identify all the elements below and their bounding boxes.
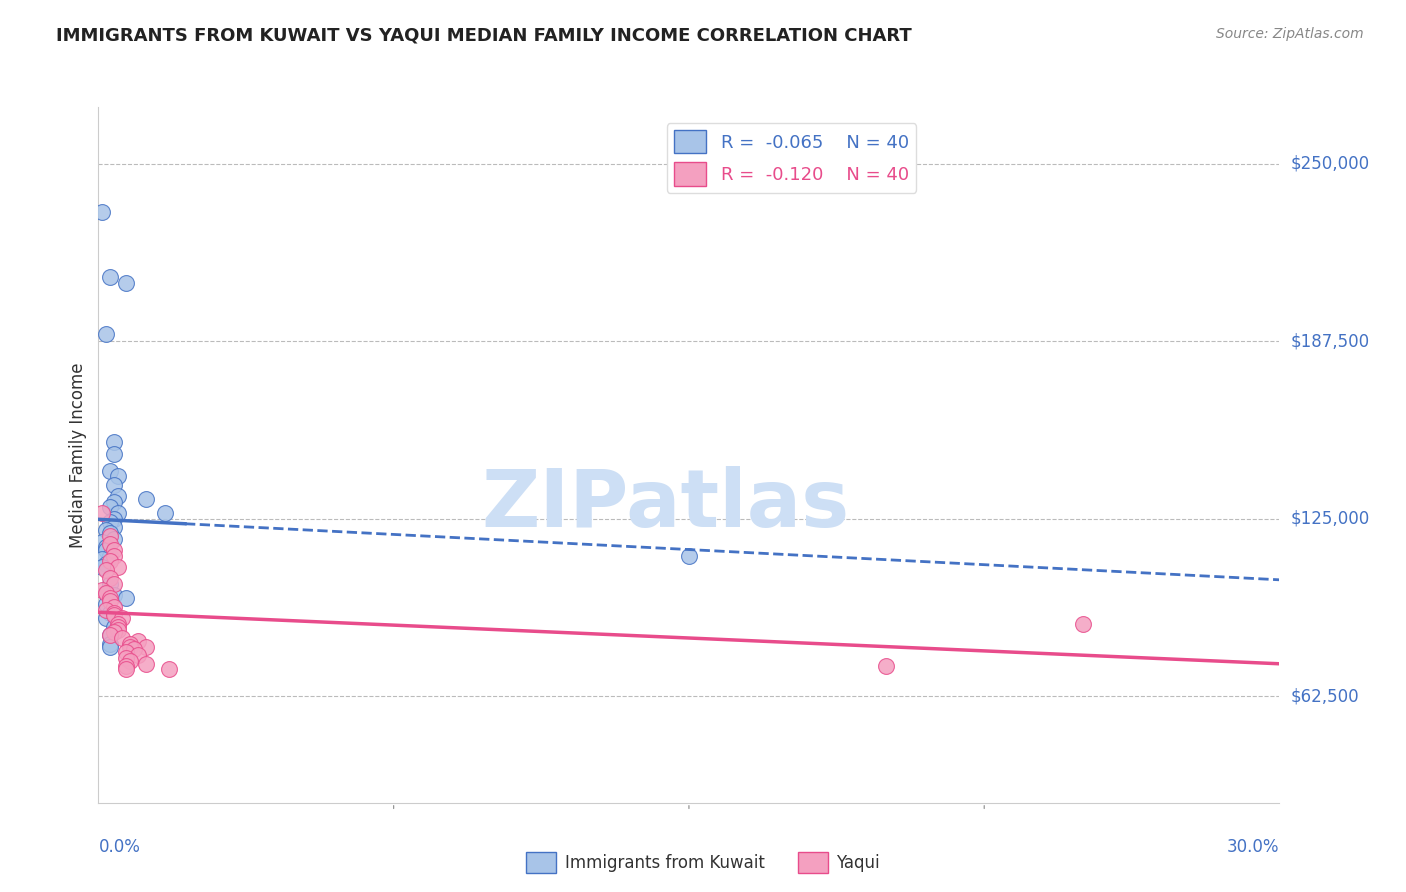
Point [111, 631, 134, 645]
Point [115, 591, 138, 606]
Text: IMMIGRANTS FROM KUWAIT VS YAQUI MEDIAN FAMILY INCOME CORRELATION CHART: IMMIGRANTS FROM KUWAIT VS YAQUI MEDIAN F… [56, 27, 912, 45]
Point [91, 560, 114, 574]
Point [115, 645, 138, 659]
Point [96, 585, 118, 599]
Point [103, 520, 125, 534]
Point [96, 597, 118, 611]
Point [118, 640, 141, 654]
Point [103, 446, 125, 460]
Point [91, 534, 114, 549]
Point [103, 495, 125, 509]
Point [875, 659, 897, 673]
Point [678, 549, 700, 563]
Text: 30.0%: 30.0% [1227, 838, 1279, 855]
Point [98, 549, 121, 563]
Point [91, 205, 114, 219]
Point [103, 608, 125, 623]
Point [107, 623, 129, 637]
Point [115, 651, 138, 665]
Text: Source: ZipAtlas.com: Source: ZipAtlas.com [1216, 27, 1364, 41]
Point [98, 571, 121, 585]
Point [98, 526, 121, 541]
Point [96, 540, 118, 554]
Point [115, 276, 138, 290]
Point [127, 634, 149, 648]
Point [107, 506, 129, 520]
Point [118, 637, 141, 651]
Point [98, 637, 121, 651]
Point [98, 500, 121, 515]
Point [118, 654, 141, 668]
Point [98, 515, 121, 529]
Point [98, 606, 121, 620]
Point [96, 543, 118, 558]
Text: $62,500: $62,500 [1291, 688, 1360, 706]
Point [1071, 616, 1094, 631]
Point [107, 616, 129, 631]
Point [103, 435, 125, 450]
Point [98, 577, 121, 591]
Point [103, 589, 125, 603]
Text: $187,500: $187,500 [1291, 333, 1369, 351]
Point [98, 628, 121, 642]
Y-axis label: Median Family Income: Median Family Income [69, 362, 87, 548]
Point [157, 662, 180, 676]
Text: $250,000: $250,000 [1291, 155, 1369, 173]
Point [135, 491, 157, 506]
Point [107, 560, 129, 574]
Point [98, 270, 121, 285]
Point [103, 532, 125, 546]
Text: 0.0%: 0.0% [98, 838, 141, 855]
Point [107, 489, 129, 503]
Point [103, 620, 125, 634]
Point [98, 640, 121, 654]
Point [91, 551, 114, 566]
Legend: Immigrants from Kuwait, Yaqui: Immigrants from Kuwait, Yaqui [520, 846, 886, 880]
Point [103, 512, 125, 526]
Point [107, 620, 129, 634]
Point [115, 662, 138, 676]
Text: $125,000: $125,000 [1291, 510, 1369, 528]
Point [103, 599, 125, 614]
Point [103, 477, 125, 491]
Point [135, 657, 157, 671]
Point [115, 659, 138, 673]
Text: ZIPatlas: ZIPatlas [481, 467, 849, 544]
Point [96, 563, 118, 577]
Point [127, 648, 149, 662]
Point [96, 611, 118, 625]
Point [122, 642, 145, 657]
Point [98, 464, 121, 478]
Point [103, 606, 125, 620]
Point [103, 625, 125, 640]
Point [91, 582, 114, 597]
Legend: R =  -0.065    N = 40, R =  -0.120    N = 40: R = -0.065 N = 40, R = -0.120 N = 40 [666, 123, 917, 193]
Point [98, 594, 121, 608]
Point [96, 603, 118, 617]
Point [98, 537, 121, 551]
Point [98, 529, 121, 543]
Point [103, 577, 125, 591]
Point [96, 558, 118, 572]
Point [96, 523, 118, 537]
Point [103, 549, 125, 563]
Point [98, 554, 121, 568]
Point [96, 585, 118, 599]
Point [98, 628, 121, 642]
Point [107, 469, 129, 483]
Point [103, 543, 125, 558]
Point [91, 506, 114, 520]
Point [96, 327, 118, 342]
Point [111, 611, 134, 625]
Point [98, 591, 121, 606]
Point [155, 506, 177, 520]
Point [135, 640, 157, 654]
